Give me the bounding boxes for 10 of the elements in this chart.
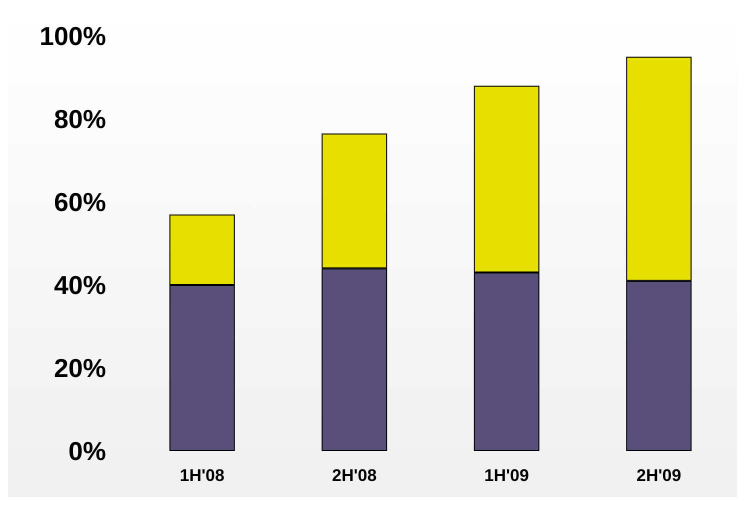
x-tick-label: 1H'09 — [484, 466, 529, 485]
y-tick-label: 40% — [54, 270, 106, 300]
x-tick-label: 2H'08 — [332, 466, 377, 485]
y-tick-label: 100% — [40, 21, 106, 51]
y-tick-label: 0% — [68, 436, 106, 466]
y-tick-label: 20% — [54, 353, 106, 383]
x-tick-label: 2H'09 — [636, 466, 682, 485]
y-tick-label: 80% — [54, 104, 106, 134]
y-tick-label: 60% — [54, 187, 106, 217]
x-tick-label: 1H'08 — [180, 466, 224, 485]
